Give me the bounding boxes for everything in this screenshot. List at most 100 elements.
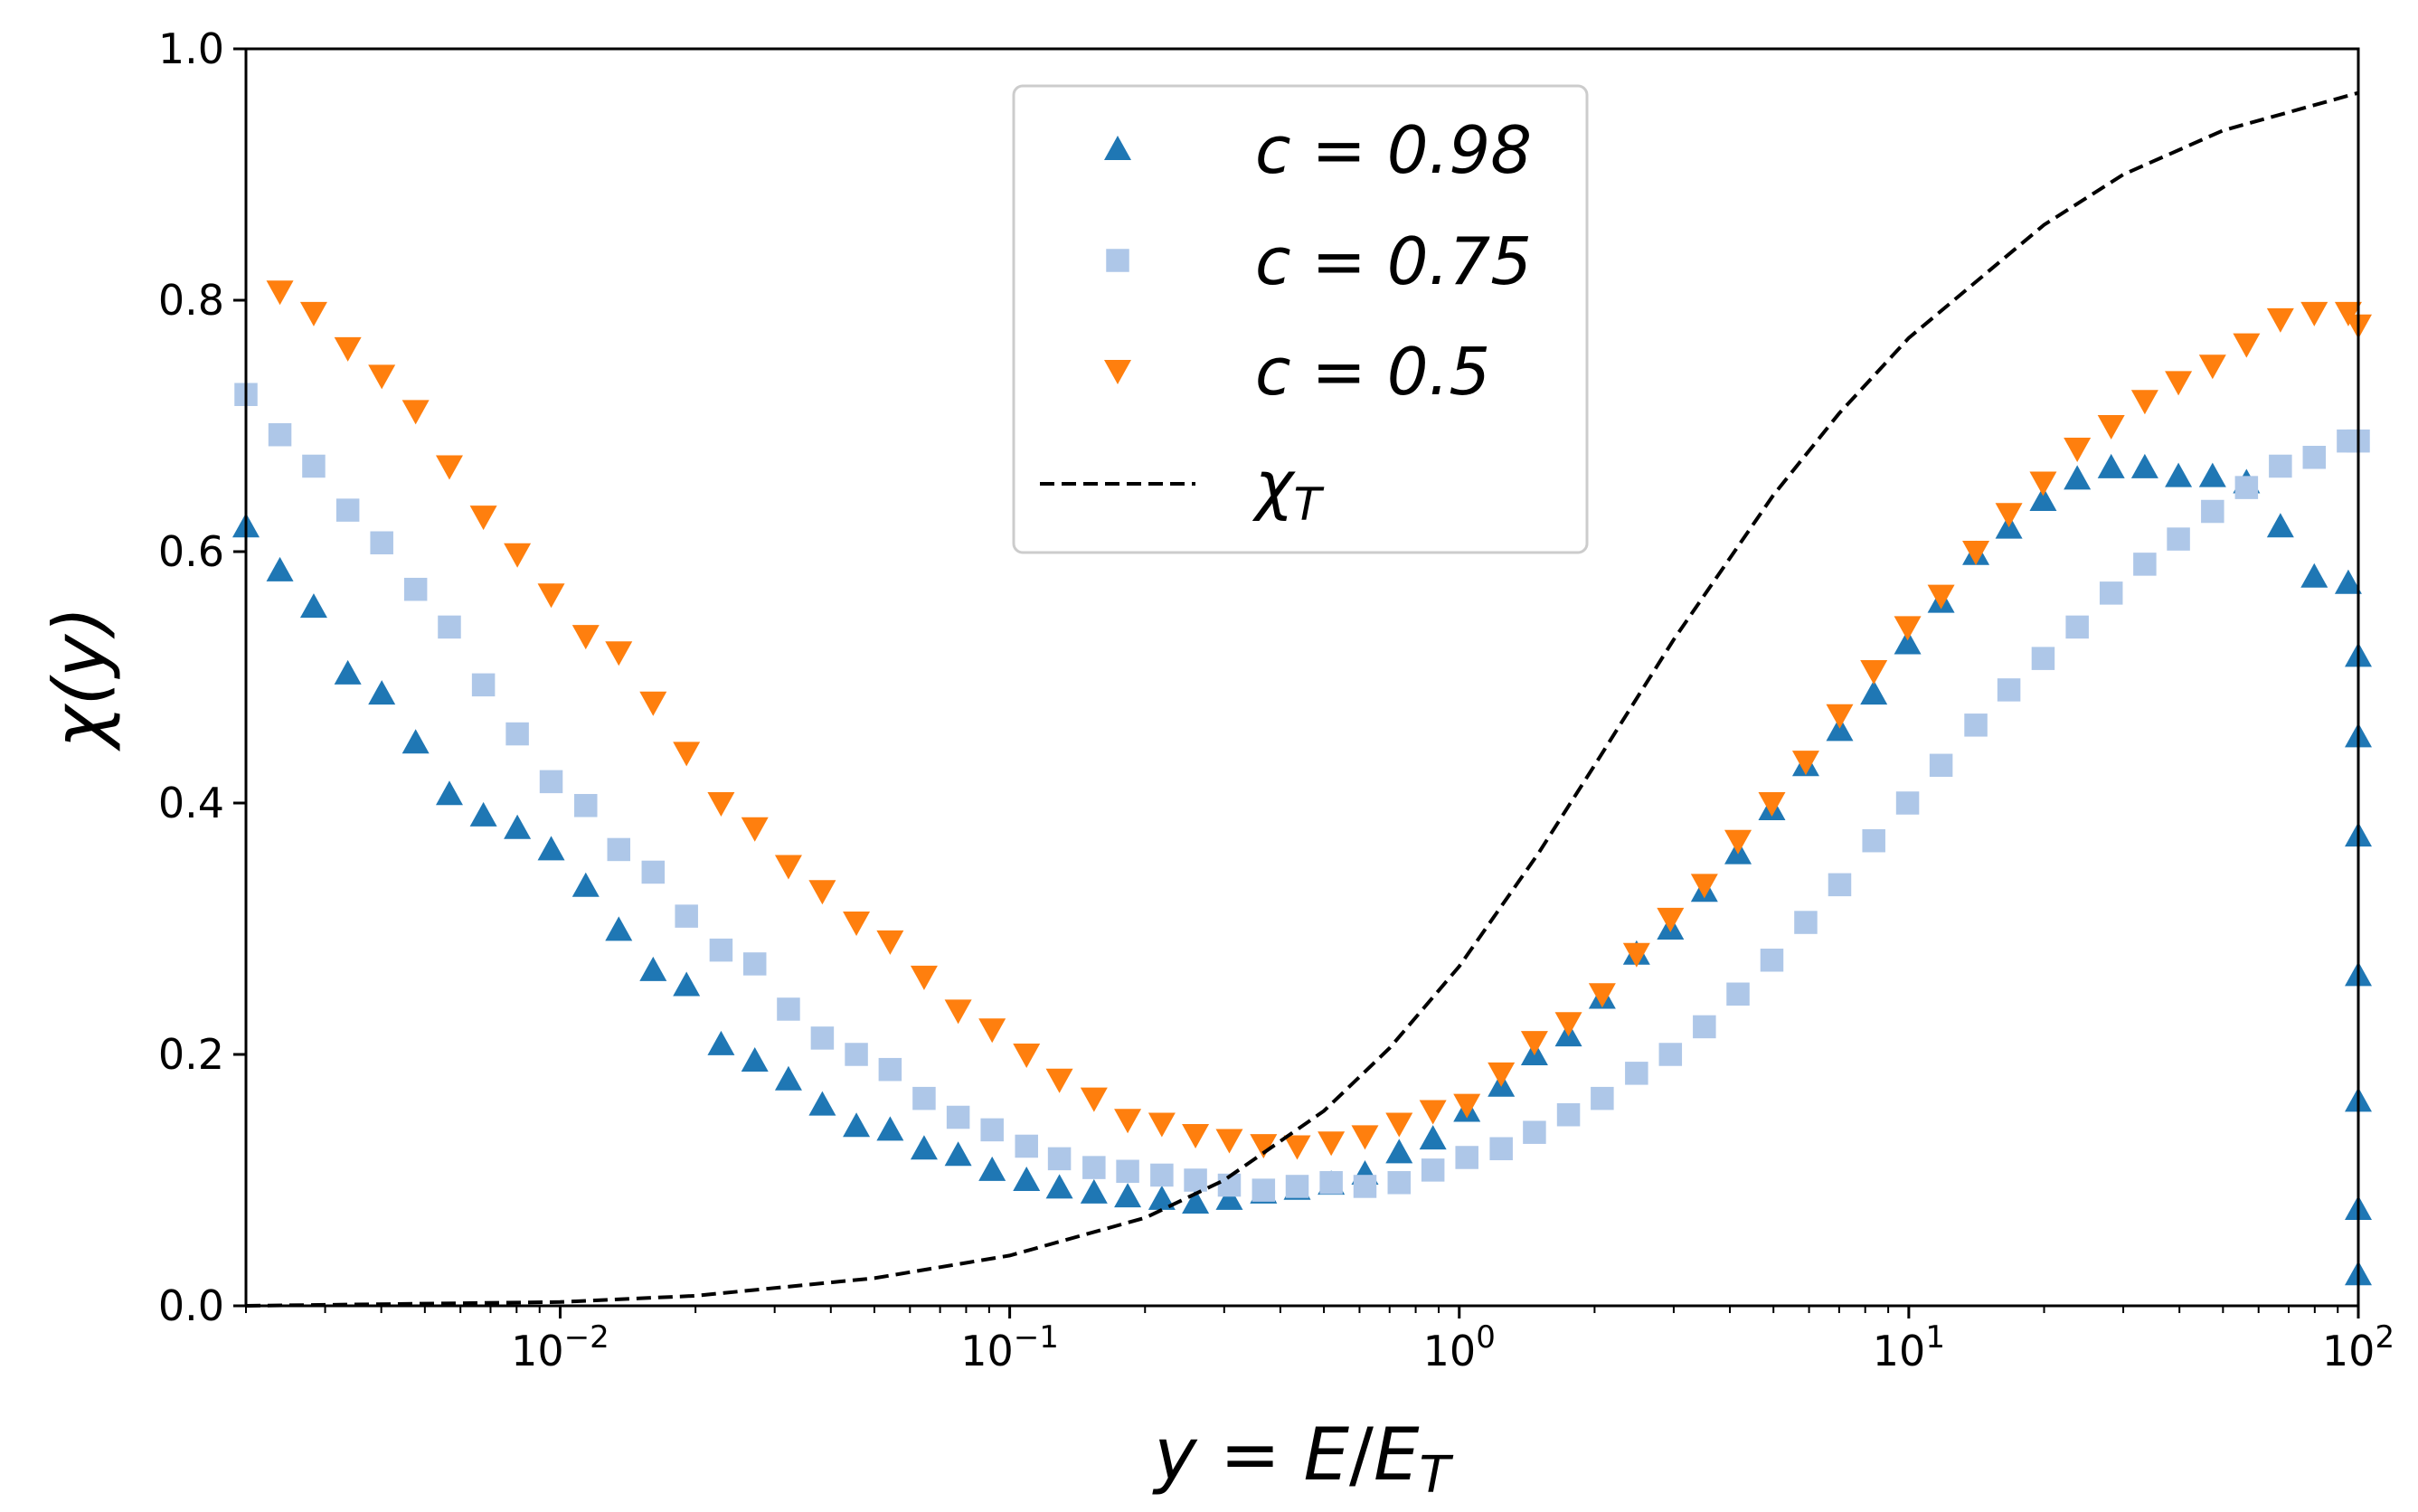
x-axis-label: y = E/ET xyxy=(1152,1413,1453,1505)
y-tick-label-0: 0.0 xyxy=(158,1281,224,1330)
series-0-point-28 xyxy=(1182,1189,1210,1214)
series-2-point-37 xyxy=(1520,1031,1548,1056)
series-1-point-48 xyxy=(1862,828,1885,853)
series-1-point-61 xyxy=(2302,446,2327,469)
series-2-point-61 xyxy=(2334,301,2362,326)
series-1 xyxy=(234,383,2370,1202)
legend-label-1: c = 0.75 xyxy=(1255,223,1532,299)
series-1-point-28 xyxy=(1184,1168,1207,1192)
series-2-point-0 xyxy=(266,280,294,306)
series-1-point-11 xyxy=(607,837,631,862)
series-2-point-7 xyxy=(504,543,532,568)
series-1-point-17 xyxy=(810,1026,835,1050)
y-tick-label-5: 1.0 xyxy=(158,24,224,73)
series-0-point-56 xyxy=(2130,453,2158,478)
series-1-point-59 xyxy=(2234,476,2259,499)
series-2-point-57 xyxy=(2198,354,2226,380)
series-1-point-32 xyxy=(1319,1171,1343,1195)
legend: c = 0.98 c = 0.75 c = 0.5 χT xyxy=(1012,84,1589,554)
series-1-point-27 xyxy=(1150,1163,1174,1187)
series-2-point-58 xyxy=(2233,333,2261,358)
series-2-point-59 xyxy=(2266,307,2294,333)
series-1-point-51 xyxy=(1964,713,1988,737)
series-0-point-22 xyxy=(978,1156,1006,1181)
series-2-point-16 xyxy=(808,880,836,905)
series-2-point-25 xyxy=(1114,1109,1142,1134)
x-axis-label-y: y xyxy=(1152,1413,1198,1497)
series-2-point-28 xyxy=(1215,1129,1243,1154)
series-0-point-17 xyxy=(808,1091,836,1116)
series-0-point-21 xyxy=(944,1141,972,1167)
series-0-point-47 xyxy=(1826,716,1854,742)
series-1-point-4 xyxy=(370,531,393,555)
series-2-point-30 xyxy=(1283,1135,1311,1160)
series-0-point-29 xyxy=(1215,1185,1243,1210)
series-2-point-34 xyxy=(1419,1100,1447,1125)
series-2-point-36 xyxy=(1488,1062,1516,1087)
plot-markers xyxy=(232,90,2372,1308)
legend-label-2: c = 0.5 xyxy=(1255,334,1490,410)
series-2-point-44 xyxy=(1758,792,1786,817)
y-tick-label-4: 0.8 xyxy=(158,276,224,325)
series-0-point-20 xyxy=(910,1135,938,1160)
series-2-point-60 xyxy=(2300,301,2328,326)
series-2-point-18 xyxy=(876,930,904,955)
series-1-point-30 xyxy=(1252,1178,1276,1202)
series-2-point-51 xyxy=(1995,503,2023,528)
series-1-point-41 xyxy=(1625,1062,1648,1085)
series-2-point-6 xyxy=(469,506,497,531)
x-tick-label-3: 101 xyxy=(1873,1319,1945,1375)
y-tick-label-3: 0.6 xyxy=(158,527,224,576)
series-line-chi-t xyxy=(245,90,2359,1308)
series-0 xyxy=(232,453,2372,1286)
series-0-point-13 xyxy=(673,971,701,997)
series-0-point-26 xyxy=(1114,1183,1142,1208)
series-0-point-18 xyxy=(843,1112,871,1138)
series-1-point-50 xyxy=(1929,753,1953,778)
legend-box xyxy=(1012,84,1589,554)
series-0-point-7 xyxy=(469,801,497,827)
series-0-point-49 xyxy=(1894,629,1922,655)
series-1-point-6 xyxy=(438,615,461,639)
series-2-point-12 xyxy=(673,742,701,767)
series-2-point-42 xyxy=(1690,874,1718,899)
series-2-point-56 xyxy=(2165,371,2193,396)
series-2-point-53 xyxy=(2064,438,2092,463)
series-0-point-34 xyxy=(1385,1139,1413,1164)
series-2-point-45 xyxy=(1791,751,1819,776)
series-1-point-34 xyxy=(1387,1171,1412,1195)
x-tick-label-2: 100 xyxy=(1423,1319,1496,1375)
series-2 xyxy=(266,280,2372,1160)
series-2-point-40 xyxy=(1622,942,1650,968)
legend-label-0: c = 0.98 xyxy=(1255,112,1532,188)
series-1-point-13 xyxy=(675,904,698,928)
series-0-point-14 xyxy=(707,1030,735,1055)
series-2-point-19 xyxy=(910,965,938,990)
series-1-point-56 xyxy=(2133,553,2157,576)
x-tick-label-4: 102 xyxy=(2322,1319,2394,1375)
series-1-point-54 xyxy=(2065,615,2089,639)
series-1-point-55 xyxy=(2099,581,2123,605)
series-2-point-9 xyxy=(571,625,600,650)
series-1-point-18 xyxy=(845,1043,868,1066)
x-axis-label-slash: / xyxy=(1349,1413,1374,1497)
y-tick-label-2: 0.4 xyxy=(158,779,224,827)
series-1-point-22 xyxy=(980,1118,1004,1142)
series-0-point-25 xyxy=(1080,1178,1108,1204)
series-0-point-16 xyxy=(774,1065,802,1091)
series-0-point-1 xyxy=(266,556,294,581)
series-0-point-23 xyxy=(1013,1167,1041,1191)
series-2-point-11 xyxy=(639,691,667,716)
series-1-point-21 xyxy=(946,1105,970,1129)
series-2-point-50 xyxy=(1962,541,1990,565)
series-0-point-24 xyxy=(1045,1174,1073,1199)
series-1-point-46 xyxy=(1794,911,1818,934)
series-2-point-43 xyxy=(1724,829,1752,855)
series-0-point-48 xyxy=(1860,680,1888,705)
series-0-point-27 xyxy=(1148,1185,1176,1210)
series-1-point-1 xyxy=(268,422,292,447)
series-0-point-3 xyxy=(334,659,362,685)
series-1-point-57 xyxy=(2167,527,2190,551)
series-0-point-53 xyxy=(2029,487,2057,512)
